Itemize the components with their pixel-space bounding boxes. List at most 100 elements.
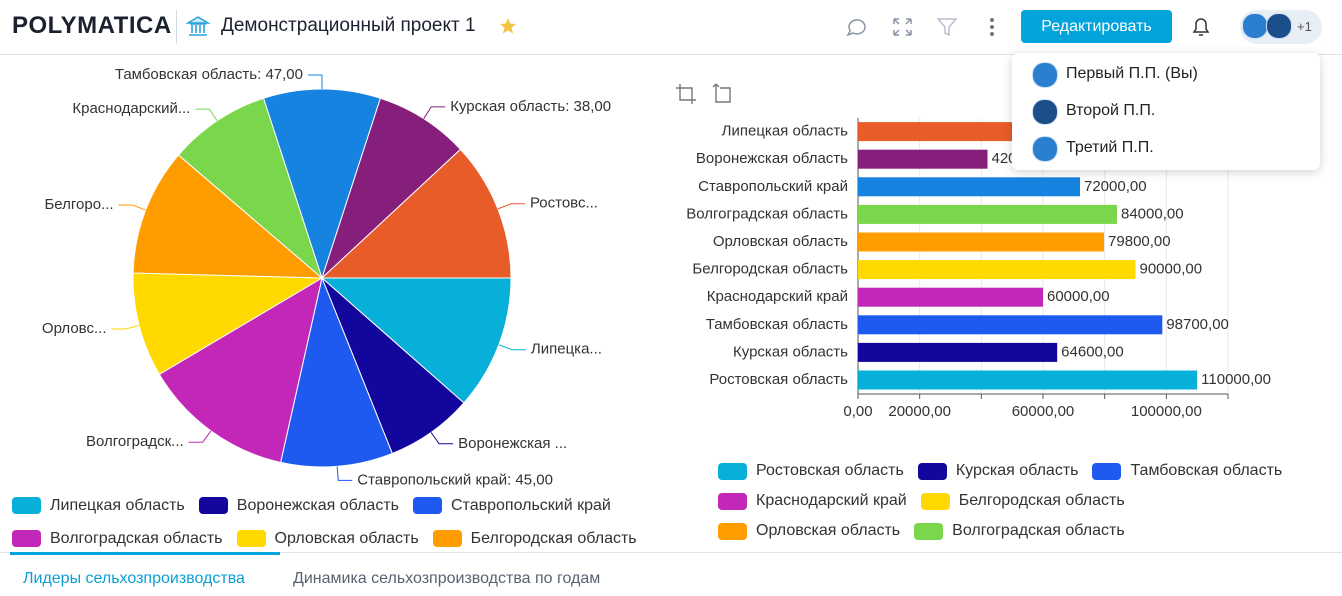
value-label: 110000,00 xyxy=(1201,371,1271,388)
legend-label: Курская область xyxy=(955,462,1079,479)
legend-label: Липецкая область xyxy=(50,496,185,514)
avatar xyxy=(1242,13,1268,39)
legend-label: Краснодарский край xyxy=(756,492,907,509)
legend-label: Тамбовская область xyxy=(1130,462,1283,479)
users-menu: Первый П.П. (Вы) Второй П.П. Третий П.П. xyxy=(1012,53,1320,170)
plot-area: Липецка... Воронежская ... Ставропольский … xyxy=(42,66,1271,488)
user-avatar xyxy=(1032,62,1058,88)
y-tick-label: Ставропольский край xyxy=(698,178,848,195)
legend-swatch xyxy=(12,530,41,547)
pie-slice xyxy=(132,272,324,376)
user-name[interactable]: Первый П.П. (Вы) xyxy=(1066,65,1198,82)
legend-item[interactable]: Волгоградская область xyxy=(914,516,1125,546)
value-label: 64600,00 xyxy=(1061,343,1124,360)
legend-swatch xyxy=(914,522,944,540)
bar-legend: Ростовская область Курская область Тамбовс… xyxy=(718,456,1298,552)
bar xyxy=(858,287,1043,307)
x-tick-label: 60000,00 xyxy=(1012,403,1075,420)
value-label: 84000,00 xyxy=(1121,205,1184,222)
legend-swatch xyxy=(920,492,950,510)
logo[interactable]: POLYMATICA xyxy=(12,12,172,39)
user-name[interactable]: Третий П.П. xyxy=(1066,139,1154,156)
pie-label: Ставропольский край: 45,00 xyxy=(357,471,553,488)
value-label: 98700,00 xyxy=(1166,316,1229,333)
y-tick-label: Краснодарский край xyxy=(707,288,848,305)
legend-item[interactable]: Белгородская область xyxy=(432,522,637,555)
pie-label: Курская область: 38,00 xyxy=(450,98,611,115)
bar xyxy=(858,342,1058,362)
legend-label: Орловская область xyxy=(274,529,419,547)
pie-label: Ростовс... xyxy=(530,195,598,212)
legend-label: Ставропольский край xyxy=(451,496,611,514)
bar xyxy=(858,204,1117,224)
pie-label: Белгоро... xyxy=(44,196,113,213)
notifications[interactable] xyxy=(1190,15,1212,39)
label-line xyxy=(423,106,446,119)
toolbar-icon[interactable] xyxy=(676,84,696,104)
legend-swatch xyxy=(413,497,442,514)
pie-label: Липецка... xyxy=(531,341,602,358)
edit-button[interactable]: Редактировать xyxy=(1021,10,1172,43)
avatars-more[interactable]: +1 xyxy=(1297,19,1312,34)
separator xyxy=(176,10,177,44)
avatars[interactable] xyxy=(1240,10,1322,44)
pie-slice xyxy=(177,97,324,280)
pie-label: Орловс... xyxy=(42,320,107,337)
label-line xyxy=(308,74,323,89)
legend-swatch xyxy=(236,530,266,547)
y-tick-label: Белгородская область xyxy=(692,261,848,278)
legend-item[interactable]: Ставропольский край xyxy=(413,489,611,522)
favorite-star[interactable] xyxy=(499,17,517,35)
label-line xyxy=(498,344,526,351)
label-line xyxy=(195,108,218,122)
y-tick-label: Волгоградская область xyxy=(686,205,848,222)
legend-item[interactable]: Волгоградская область xyxy=(12,522,223,555)
legend-item[interactable]: Липецкая область xyxy=(12,489,185,522)
pie-label: Тамбовская область: 47,00 xyxy=(115,66,303,83)
user-avatar xyxy=(1032,136,1058,162)
value-label: 60000,00 xyxy=(1047,288,1110,305)
legend-swatch xyxy=(718,462,747,480)
x-tick-label: 20000,00 xyxy=(888,403,951,420)
user-avatar xyxy=(1032,99,1058,125)
pie-label: Воронежская ... xyxy=(458,435,567,452)
value-label: 90000,00 xyxy=(1140,261,1203,278)
label-line xyxy=(497,203,525,210)
pie-slice xyxy=(320,148,512,279)
legend-swatch xyxy=(718,492,747,510)
toolbar-icon[interactable] xyxy=(712,83,731,103)
bar xyxy=(858,260,1136,280)
y-tick-label: Курская область xyxy=(733,343,848,360)
y-tick-label: Тамбовская область xyxy=(706,316,848,333)
legend-swatch xyxy=(198,497,228,514)
legend-label: Ростовская область xyxy=(756,462,904,479)
tab[interactable]: Динамика сельхозпроизводства по годам xyxy=(293,570,601,587)
bar xyxy=(858,177,1080,197)
legend-swatch xyxy=(917,462,947,480)
tabs: Лидеры сельхозпроизводства Динамика сель… xyxy=(0,552,1342,596)
y-tick-label: Ростовская область xyxy=(709,371,848,388)
label-line xyxy=(430,432,454,445)
bar xyxy=(858,370,1198,390)
charts: Липецка... Воронежская ... Ставропольский … xyxy=(42,66,1271,488)
legend-label: Орловская область xyxy=(756,522,901,539)
avatar xyxy=(1266,13,1292,39)
legend-label: Белгородская область xyxy=(470,529,637,547)
legend-item[interactable]: Курская область xyxy=(917,456,1079,486)
x-tick-label: 100000,00 xyxy=(1131,403,1202,420)
legend-swatch xyxy=(12,497,41,514)
legend-item[interactable]: Тамбовская область xyxy=(1092,456,1282,486)
label-line xyxy=(188,430,212,443)
pie-slice xyxy=(132,154,324,279)
legend-item[interactable]: Орловская область xyxy=(718,516,900,546)
legend-item[interactable]: Ростовская область xyxy=(718,456,904,486)
y-tick-label: Липецкая область xyxy=(722,123,849,140)
toolbar-icons[interactable] xyxy=(845,15,1005,39)
tab[interactable]: Лидеры сельхозпроизводства xyxy=(23,570,245,587)
legend-item[interactable]: Орловская область xyxy=(236,522,419,555)
user-name[interactable]: Второй П.П. xyxy=(1066,102,1156,119)
legend-item[interactable]: Воронежская область xyxy=(198,489,399,522)
legend-item[interactable]: Белгородская область xyxy=(920,486,1125,516)
legend-item[interactable]: Краснодарский край xyxy=(718,486,907,516)
